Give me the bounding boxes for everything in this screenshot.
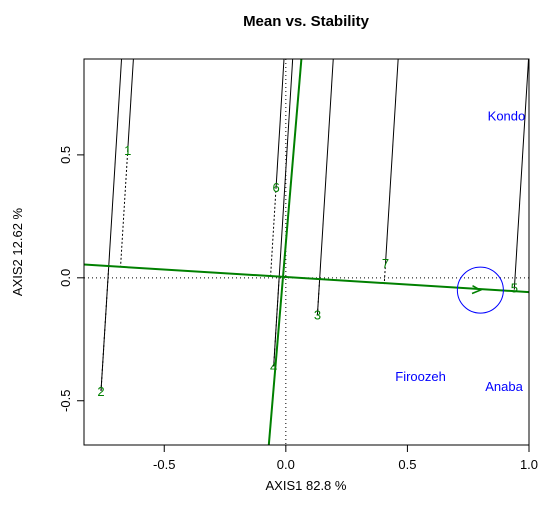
projection-dotted-line bbox=[270, 186, 277, 277]
environment-label: Firoozeh bbox=[395, 369, 446, 384]
y-axis-label: AXIS2 12.62 % bbox=[10, 207, 25, 296]
genotype-label: 2 bbox=[97, 384, 104, 399]
projection-solid-line bbox=[513, 59, 529, 288]
average-environment-arrow bbox=[471, 285, 483, 295]
x-tick-label: 0.5 bbox=[398, 457, 416, 472]
genotype-label: 3 bbox=[314, 308, 321, 323]
projection-solid-line bbox=[100, 59, 123, 391]
aec-ordinate-line bbox=[267, 59, 303, 445]
x-tick-label: 1.0 bbox=[520, 457, 538, 472]
chart-title: Mean vs. Stability bbox=[243, 13, 370, 30]
x-axis-label: AXIS1 82.8 % bbox=[266, 478, 347, 493]
genotype-label: 5 bbox=[511, 281, 518, 296]
x-axis: -0.5 0.0 0.5 1.0 bbox=[153, 445, 538, 472]
genotype-label: 6 bbox=[272, 180, 279, 195]
aec-abscissa-line bbox=[84, 263, 529, 294]
average-environment-circle bbox=[456, 266, 504, 314]
x-tick-label: -0.5 bbox=[153, 457, 175, 472]
projection-solid-line bbox=[275, 59, 285, 187]
y-tick-label: 0.0 bbox=[58, 269, 73, 287]
projection-solid-line bbox=[273, 59, 294, 367]
genotype-label: 7 bbox=[382, 256, 389, 271]
projection-dotted-line bbox=[383, 263, 387, 285]
y-tick-label: 0.5 bbox=[58, 146, 73, 164]
environment-label: Kondo bbox=[488, 109, 526, 124]
plot-frame bbox=[83, 58, 530, 446]
y-axis: -0.5 0.0 0.5 bbox=[58, 146, 84, 412]
projection-solid-line bbox=[316, 59, 334, 315]
projection-dotted-line bbox=[120, 149, 129, 268]
environment-label: Anaba bbox=[485, 379, 523, 394]
genotype-label: 4 bbox=[270, 359, 277, 374]
projection-solid-line bbox=[127, 59, 134, 150]
genotype-label: 1 bbox=[124, 143, 131, 158]
x-tick-label: 0.0 bbox=[277, 457, 295, 472]
y-tick-label: -0.5 bbox=[58, 390, 73, 412]
projection-solid-line bbox=[385, 59, 399, 264]
plot-area: Kondo Firoozeh Anaba 1 2 3 4 5 6 7 bbox=[84, 59, 529, 445]
